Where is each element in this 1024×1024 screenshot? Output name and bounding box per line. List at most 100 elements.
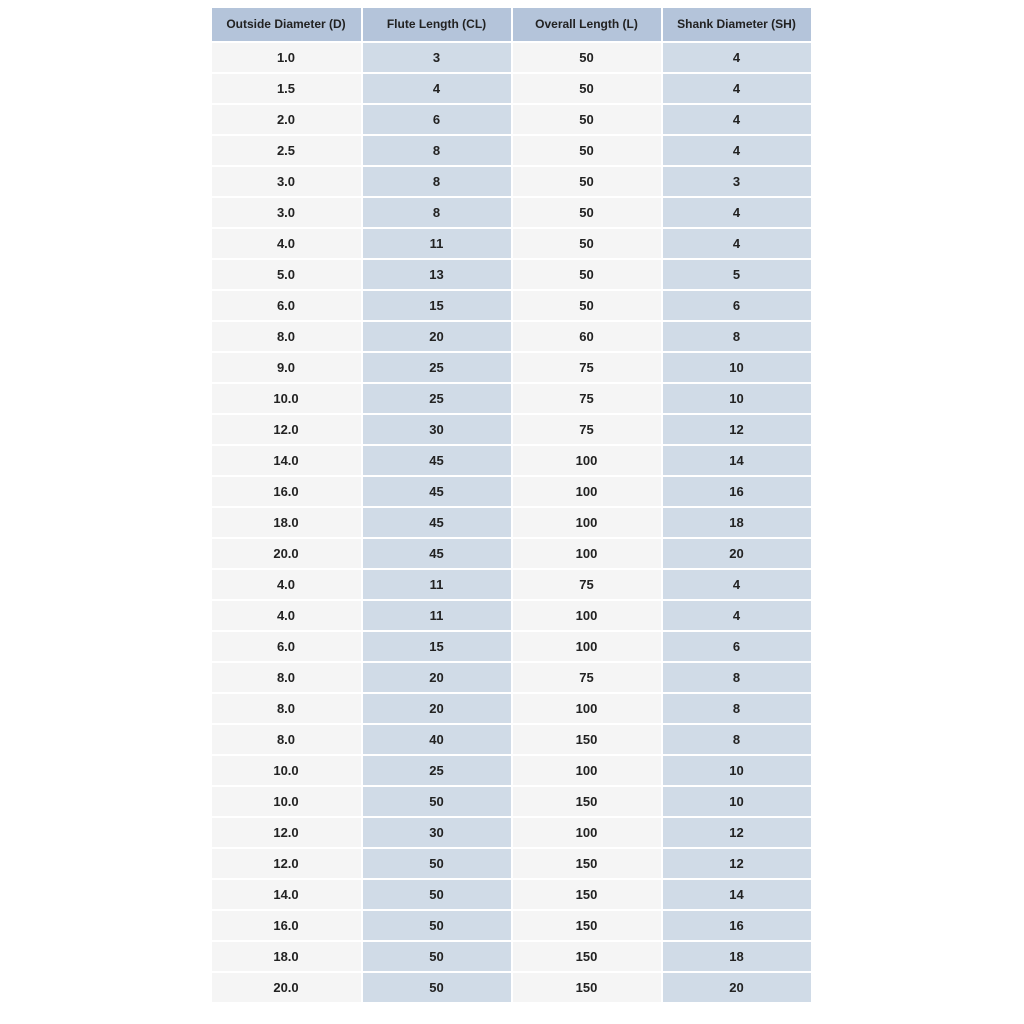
table-row: 8.0401508 [212,724,812,755]
table-cell: 75 [512,662,662,693]
table-cell: 20 [662,538,812,569]
table-cell: 8.0 [212,724,362,755]
table-body: 1.035041.545042.065042.585043.085033.085… [212,42,812,1003]
table-cell: 50 [362,910,512,941]
column-header: Outside Diameter (D) [212,8,362,42]
table-cell: 50 [512,259,662,290]
table-cell: 8 [662,693,812,724]
table-cell: 16 [662,476,812,507]
table-cell: 6 [662,631,812,662]
table-row: 14.04510014 [212,445,812,476]
table-cell: 20 [362,321,512,352]
table-cell: 1.5 [212,73,362,104]
table-row: 3.08503 [212,166,812,197]
table-cell: 50 [362,848,512,879]
table-cell: 50 [362,786,512,817]
table-cell: 150 [512,848,662,879]
table-cell: 3.0 [212,197,362,228]
table-cell: 12.0 [212,848,362,879]
table-cell: 50 [512,290,662,321]
table-row: 12.0307512 [212,414,812,445]
table-cell: 12.0 [212,414,362,445]
table-row: 20.05015020 [212,972,812,1003]
table-row: 10.05015010 [212,786,812,817]
table-cell: 100 [512,755,662,786]
table-cell: 3 [662,166,812,197]
table-cell: 16.0 [212,476,362,507]
table-cell: 10 [662,786,812,817]
table-cell: 50 [512,197,662,228]
table-row: 4.011754 [212,569,812,600]
table-cell: 40 [362,724,512,755]
table-cell: 100 [512,445,662,476]
table-cell: 50 [512,228,662,259]
table-cell: 75 [512,383,662,414]
table-cell: 4 [662,197,812,228]
table-cell: 4 [662,228,812,259]
table-cell: 20.0 [212,538,362,569]
table-header-row: Outside Diameter (D)Flute Length (CL)Ove… [212,8,812,42]
table-row: 5.013505 [212,259,812,290]
table-cell: 4 [362,73,512,104]
table-cell: 45 [362,445,512,476]
table-cell: 4 [662,73,812,104]
table-cell: 150 [512,786,662,817]
table-row: 14.05015014 [212,879,812,910]
table-cell: 1.0 [212,42,362,73]
table-row: 2.06504 [212,104,812,135]
table-cell: 10 [662,383,812,414]
table-cell: 75 [512,352,662,383]
table-cell: 8 [662,662,812,693]
table-cell: 2.5 [212,135,362,166]
table-cell: 50 [512,166,662,197]
table-row: 16.04510016 [212,476,812,507]
table-cell: 45 [362,476,512,507]
table-cell: 8.0 [212,662,362,693]
specification-table: Outside Diameter (D)Flute Length (CL)Ove… [212,8,813,1004]
table-row: 6.0151006 [212,631,812,662]
table-row: 10.02510010 [212,755,812,786]
table-cell: 8 [662,724,812,755]
table-cell: 30 [362,817,512,848]
table-cell: 18 [662,941,812,972]
table-cell: 18.0 [212,507,362,538]
table-row: 4.0111004 [212,600,812,631]
table-cell: 10.0 [212,383,362,414]
table-cell: 6 [362,104,512,135]
table-cell: 18 [662,507,812,538]
table-cell: 150 [512,941,662,972]
table-row: 16.05015016 [212,910,812,941]
table-cell: 6 [662,290,812,321]
table-cell: 20 [662,972,812,1003]
table-cell: 150 [512,724,662,755]
table-cell: 150 [512,910,662,941]
table-row: 3.08504 [212,197,812,228]
table-cell: 8 [662,321,812,352]
table-cell: 15 [362,290,512,321]
table-cell: 150 [512,879,662,910]
table-cell: 60 [512,321,662,352]
table-row: 1.54504 [212,73,812,104]
table-row: 10.0257510 [212,383,812,414]
table-cell: 9.0 [212,352,362,383]
table-cell: 25 [362,352,512,383]
table-cell: 12 [662,414,812,445]
table-cell: 10 [662,352,812,383]
table-cell: 100 [512,817,662,848]
table-cell: 8.0 [212,693,362,724]
table-cell: 4 [662,104,812,135]
table-cell: 100 [512,600,662,631]
table-cell: 50 [362,879,512,910]
table-cell: 10.0 [212,786,362,817]
table-cell: 8 [362,166,512,197]
table-cell: 14.0 [212,445,362,476]
table-cell: 75 [512,569,662,600]
table-cell: 6.0 [212,290,362,321]
table-row: 9.0257510 [212,352,812,383]
column-header: Flute Length (CL) [362,8,512,42]
table-cell: 3 [362,42,512,73]
table-row: 18.04510018 [212,507,812,538]
table-cell: 20.0 [212,972,362,1003]
table-cell: 100 [512,476,662,507]
table-cell: 50 [362,972,512,1003]
